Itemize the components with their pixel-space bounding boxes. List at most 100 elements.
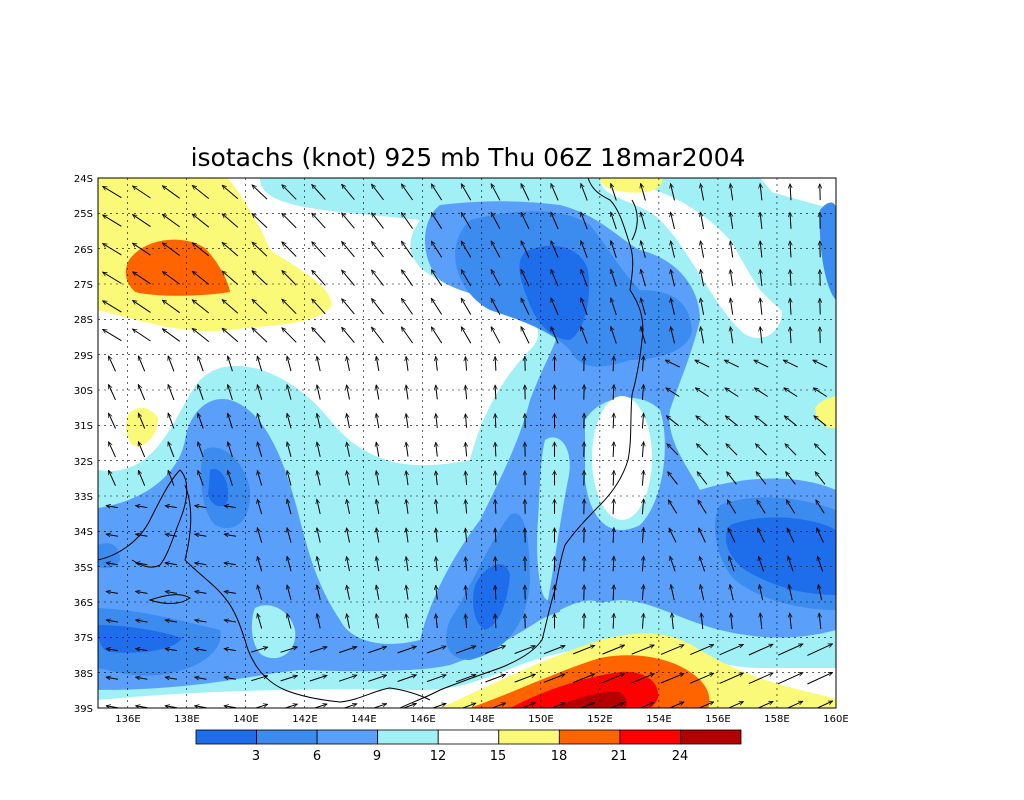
wind-arrow (465, 528, 466, 543)
wind-arrow (108, 413, 116, 429)
wind-arrow (754, 359, 769, 368)
wind-arrow (613, 585, 614, 601)
wind-arrow (495, 557, 496, 571)
wind-arrow (690, 644, 713, 656)
wind-arrow (342, 704, 357, 708)
wind-arrow (342, 184, 355, 201)
wind-arrow (252, 185, 268, 200)
isotach-holes (98, 178, 836, 659)
wind-arrow (228, 442, 233, 458)
wind-arrow (406, 442, 408, 457)
wind-arrow (641, 327, 646, 344)
wind-arrow (347, 471, 350, 486)
wind-arrow (347, 528, 350, 543)
wind-arrow (195, 649, 207, 651)
wind-arrow (228, 470, 233, 486)
wind-arrow (165, 649, 177, 651)
wind-arrow (222, 328, 239, 343)
wind-arrow (372, 299, 384, 315)
wind-arrow (665, 359, 680, 368)
wind-arrow (257, 442, 263, 458)
wind-arrow (495, 528, 496, 543)
wind-arrow (195, 534, 207, 536)
wind-arrow (755, 416, 768, 427)
wind-arrow (401, 184, 414, 201)
colorbar-label: 12 (430, 749, 447, 764)
wind-arrow (162, 272, 180, 285)
wind-arrow (485, 674, 505, 683)
wind-arrow (224, 591, 236, 593)
wind-arrow (257, 528, 263, 543)
wind-arrow (224, 706, 236, 708)
wind-arrow (108, 385, 116, 401)
wind-arrow (309, 675, 327, 682)
wind-arrow (317, 442, 321, 457)
wind-arrow (138, 413, 146, 429)
wind-arrow (106, 534, 118, 536)
wind-arrow (165, 506, 177, 508)
wind-arrow (642, 613, 643, 629)
wind-arrow (642, 499, 643, 515)
wind-arrow (672, 613, 674, 630)
wind-arrow (602, 645, 625, 655)
wind-arrow (461, 298, 472, 315)
wind-arrow (165, 706, 177, 708)
wind-arrow (406, 414, 408, 429)
wind-arrow (495, 414, 496, 428)
wind-arrow (436, 585, 438, 600)
wind-arrow (224, 620, 236, 622)
wind-arrow (581, 327, 588, 344)
wind-arrow (198, 356, 204, 372)
wind-arrow (777, 672, 803, 685)
wind-arrow (641, 184, 646, 201)
wind-arrow (287, 528, 292, 543)
lat-label: 39S (74, 704, 93, 715)
wind-arrow (368, 675, 386, 682)
wind-arrow (222, 271, 239, 285)
wind-arrow (165, 677, 177, 679)
wind-arrow (372, 213, 384, 229)
wind-arrow (719, 643, 744, 656)
wind-arrow (376, 414, 380, 429)
wind-arrow (602, 674, 625, 684)
wind-arrow (725, 416, 739, 427)
wind-arrow (198, 442, 204, 458)
wind-arrow (455, 646, 476, 654)
wind-arrow (756, 472, 767, 485)
wind-arrow (342, 270, 355, 286)
wind-arrow (312, 242, 326, 258)
wind-arrow (495, 500, 496, 514)
wind-arrow (406, 356, 408, 371)
wind-arrow (283, 704, 298, 708)
wind-arrow (490, 212, 501, 230)
colorbar-swatch (437, 729, 500, 745)
wind-arrow (228, 356, 233, 372)
wind-arrow (287, 556, 292, 572)
wind-arrow (760, 212, 762, 229)
wind-arrow (431, 270, 443, 287)
wind-arrow (165, 563, 177, 565)
wind-arrow (668, 500, 678, 514)
wind-arrow (222, 300, 239, 314)
wind-arrow (401, 241, 414, 258)
wind-arrow (520, 327, 530, 344)
wind-arrow (317, 556, 321, 572)
wind-arrow (698, 500, 707, 514)
wind-arrow (642, 470, 643, 486)
wind-arrow (338, 647, 357, 654)
colorbar-swatch (377, 729, 439, 745)
wind-arrow (406, 557, 408, 572)
wind-arrow (581, 241, 588, 258)
map-title: isotachs (knot) 925 mb Thu 06Z 18mar2004 (191, 143, 746, 172)
wind-arrow (106, 677, 118, 679)
wind-arrow (257, 385, 263, 400)
wind-arrow (317, 471, 321, 486)
wind-arrow (642, 356, 643, 372)
wind-arrow (465, 414, 466, 428)
wind-arrow (642, 556, 643, 572)
wind-arrow (783, 359, 798, 368)
wind-arrow (638, 702, 655, 708)
wind-arrow (257, 413, 263, 429)
wind-arrow (726, 444, 738, 456)
wind-arrow (431, 703, 446, 708)
